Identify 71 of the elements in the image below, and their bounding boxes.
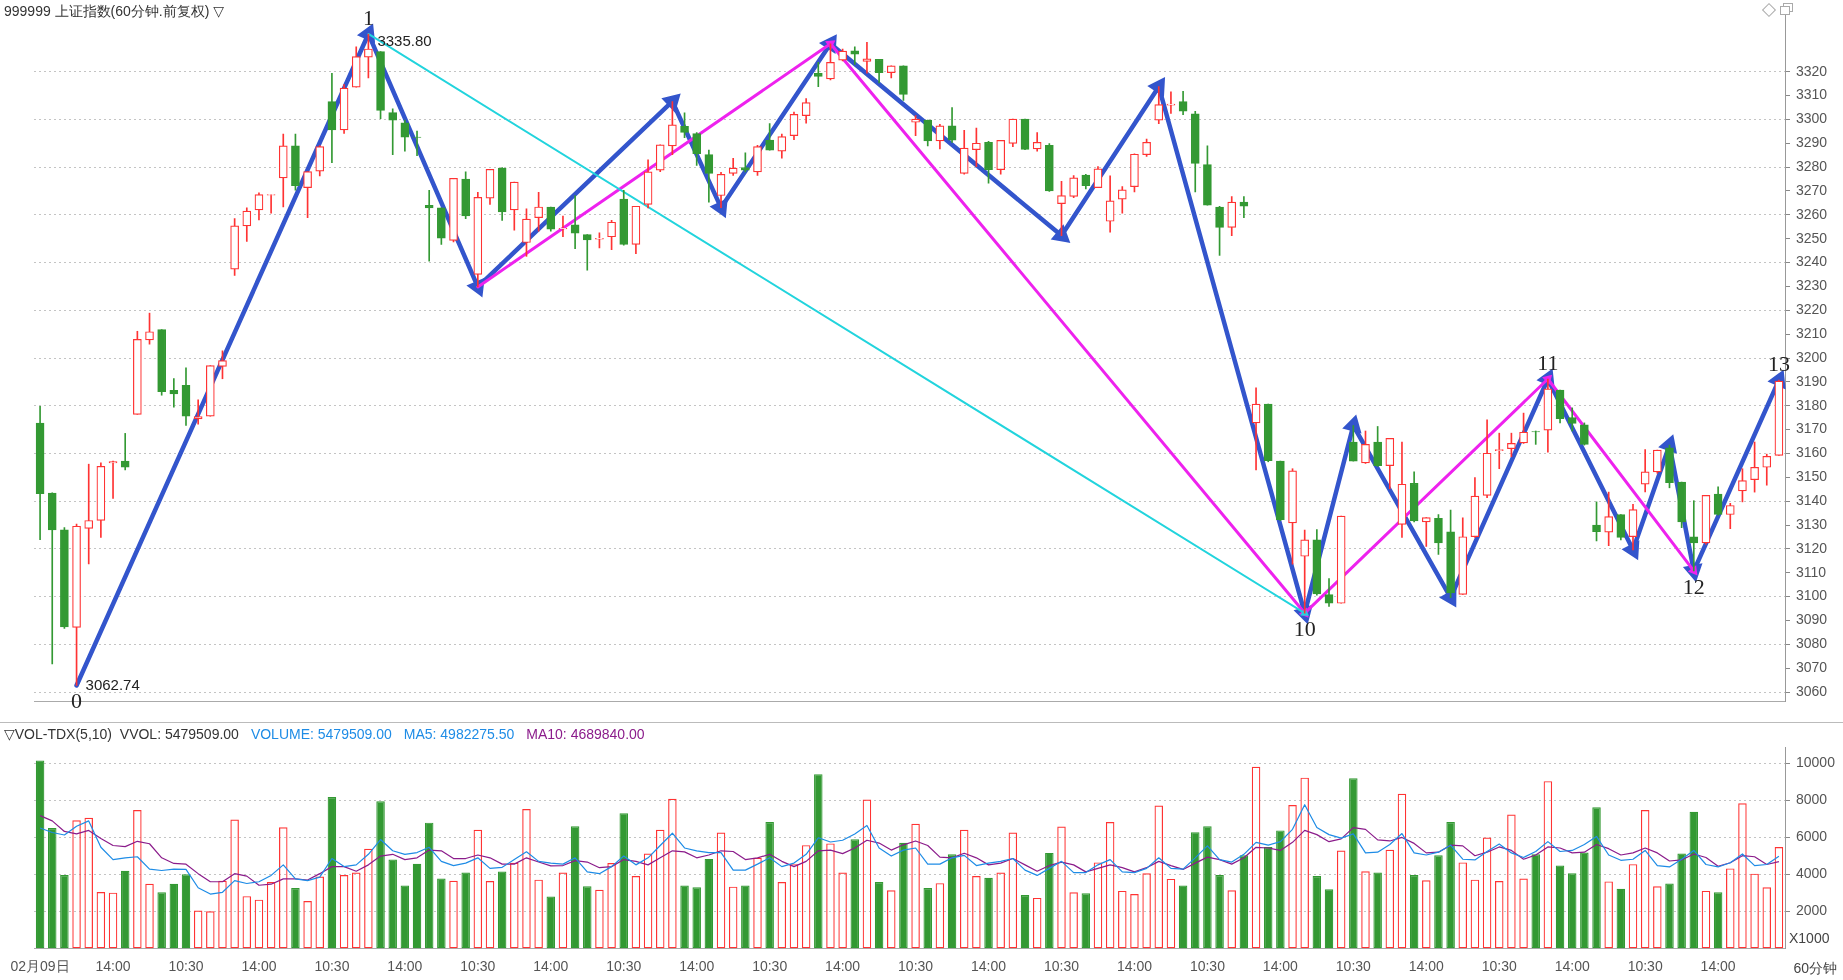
x-tick-label: 14:00 (95, 958, 131, 975)
y-tick-label: 3300 (1796, 110, 1828, 127)
chart-title: 999999 上证指数(60分钟.前复权) ▽ (4, 3, 225, 21)
x-tick-label: 14:00 (241, 958, 277, 975)
x-tick-label: 14:00 (533, 958, 569, 975)
x-tick-label: 10:30 (460, 958, 496, 975)
y-tick-label: 3320 (1796, 62, 1828, 79)
y-tick-label: 8000 (1796, 791, 1828, 808)
y-tick-label: 3120 (1796, 539, 1828, 556)
annotation: 3335.80 (377, 32, 432, 50)
y-tick-label: 10000 (1796, 754, 1836, 771)
text: MA5: 4982275.50 (403, 726, 515, 742)
y-tick-label: 3160 (1796, 444, 1828, 461)
y-tick-label: 3280 (1796, 157, 1828, 174)
y-tick-label: 3220 (1796, 301, 1828, 318)
y-tick-label: 3130 (1796, 515, 1828, 532)
annotation: 1 (362, 4, 374, 30)
text: MA10: 4689840.00 (526, 726, 645, 742)
annotation: 0 (71, 688, 83, 714)
x-tick-label: 10:30 (1627, 958, 1663, 975)
x-tick-label: 14:00 (679, 958, 715, 975)
annotation: 10 (1293, 615, 1316, 641)
y-tick-label: 3170 (1796, 420, 1828, 437)
y-tick-label: 3140 (1796, 492, 1828, 509)
annotation: 3062.74 (85, 675, 140, 693)
y-axis-title: X1000 (1789, 930, 1830, 947)
x-tick-label: 14:00 (825, 958, 861, 975)
text: 60分钟 (1793, 959, 1837, 976)
y-tick-label: 3260 (1796, 205, 1828, 222)
y-tick-label: 3250 (1796, 229, 1828, 246)
x-tick-label: 14:00 (971, 958, 1007, 975)
x-tick-label: 14:00 (1700, 958, 1736, 975)
y-tick-label: 3060 (1796, 682, 1828, 699)
y-tick-label: 3080 (1796, 635, 1828, 652)
y-tick-label: 3240 (1796, 253, 1828, 270)
chart-subtitle: VOLUME: 5479509.00 (250, 726, 392, 742)
y-tick-label: 3190 (1796, 372, 1828, 389)
x-tick-label: 10:30 (1043, 958, 1080, 975)
y-tick-label: 3090 (1796, 611, 1828, 628)
y-tick-label: 3310 (1796, 86, 1828, 103)
annotation: 12 (1682, 573, 1705, 599)
y-tick-label: 3210 (1796, 325, 1828, 341)
x-tick-label: 10:30 (1189, 958, 1226, 975)
y-tick-label: 4000 (1796, 865, 1828, 882)
chart-title: ▽VOL-TDX(5,10) VVOL: 5479509.00 (4, 726, 239, 742)
y-tick-label: 3100 (1796, 587, 1828, 604)
x-tick-label: 14:00 (1262, 958, 1299, 975)
x-tick-label: 10:30 (1481, 958, 1517, 975)
x-tick-label: 14:00 (387, 958, 423, 975)
y-tick-label: 3070 (1796, 659, 1828, 676)
y-tick-label: 3290 (1796, 134, 1828, 151)
y-tick-label: 3110 (1796, 563, 1827, 580)
x-tick-label: 02月09日 (10, 958, 70, 975)
x-tick-label: 14:00 (1116, 958, 1153, 975)
x-tick-label: 10:30 (752, 958, 788, 975)
x-tick-label: 14:00 (1408, 958, 1445, 975)
x-tick-label: 10:30 (168, 958, 204, 975)
annotation: 11 (1537, 349, 1559, 375)
annotation: 13 (1767, 350, 1790, 376)
y-tick-label: 6000 (1796, 828, 1828, 845)
y-tick-label: 3180 (1796, 396, 1828, 413)
x-tick-label: 14:00 (1554, 958, 1590, 975)
y-tick-label: 3200 (1796, 348, 1828, 365)
y-tick-label: 3150 (1796, 468, 1828, 485)
x-tick-label: 10:30 (1335, 958, 1372, 975)
x-tick-label: 10:30 (898, 958, 934, 975)
y-tick-label: 3230 (1796, 277, 1828, 294)
x-tick-label: 10:30 (314, 958, 350, 975)
y-tick-label: 3270 (1796, 181, 1828, 198)
y-tick-label: 2000 (1796, 902, 1828, 919)
x-tick-label: 10:30 (606, 958, 642, 975)
